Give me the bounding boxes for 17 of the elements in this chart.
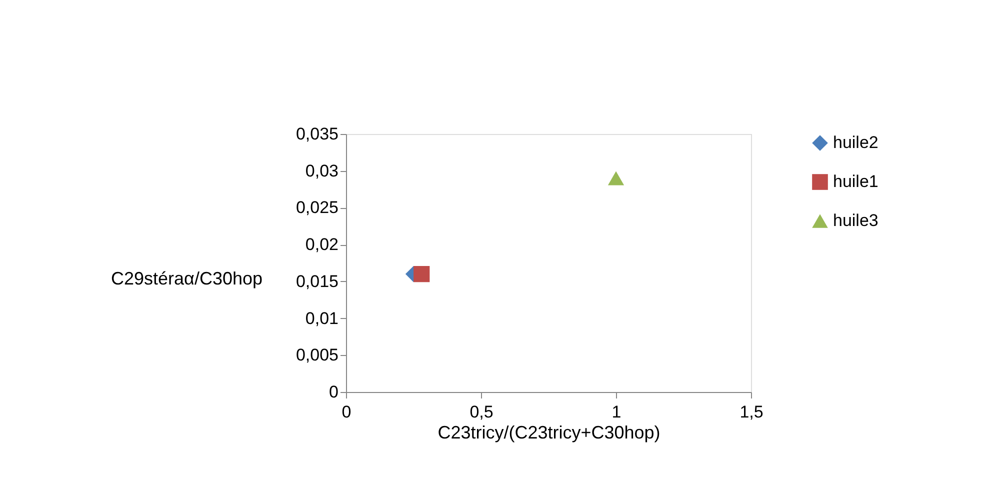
legend-label: huile3 xyxy=(833,211,878,230)
legend-label: huile1 xyxy=(833,172,878,191)
y-tick-label: 0 xyxy=(329,382,338,402)
y-tick-label: 0,005 xyxy=(296,346,338,365)
y-tick-label: 0,02 xyxy=(305,235,338,254)
legend-label: huile2 xyxy=(833,133,878,152)
x-tick-label: 0 xyxy=(342,402,352,422)
x-tick-label: 1,5 xyxy=(740,402,764,422)
y-tick-label: 0,03 xyxy=(305,161,338,180)
x-tick-label: 1 xyxy=(612,402,622,422)
y-tick-label: 0,035 xyxy=(296,124,338,144)
y-tick-label: 0,025 xyxy=(296,198,338,218)
y-tick-label: 0,015 xyxy=(296,272,338,291)
y-tick-label: 0,01 xyxy=(305,308,338,328)
x-axis-title: C23tricy/(C23tricy+C30hop) xyxy=(438,422,660,442)
y-axis-title: C29stéraα/C30hop xyxy=(111,268,262,288)
x-tick-label: 0,5 xyxy=(470,402,494,422)
